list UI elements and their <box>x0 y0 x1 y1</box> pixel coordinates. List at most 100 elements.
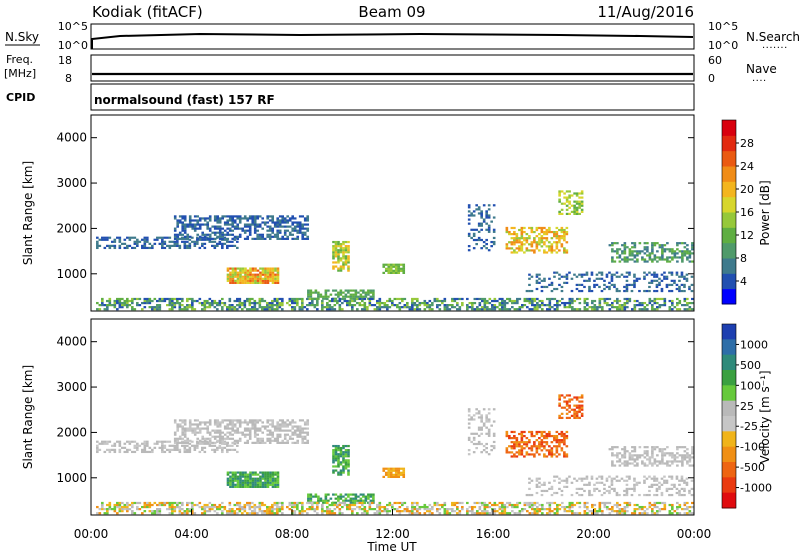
velocity-cell <box>286 425 290 428</box>
power-cell <box>566 306 569 309</box>
power-ylabel: Slant Range [km] <box>21 161 35 265</box>
power-cell <box>670 283 674 287</box>
power-cell <box>540 285 544 289</box>
power-cell <box>291 297 294 301</box>
velocity-cell <box>618 458 622 461</box>
velocity-cell <box>646 454 649 457</box>
power-cell <box>271 281 275 284</box>
power-cell <box>231 269 235 272</box>
power-cell <box>535 235 539 238</box>
velocity-cell <box>348 503 352 507</box>
velocity-cell <box>268 439 272 442</box>
power-cell <box>338 299 342 303</box>
power-cell <box>618 308 622 311</box>
velocity-cell <box>608 448 612 451</box>
power-cell <box>560 289 564 293</box>
power-cell <box>153 306 157 309</box>
power-cell <box>178 244 182 248</box>
velocity-cell <box>402 471 406 474</box>
velocity-cell <box>426 510 429 513</box>
power-cell <box>568 196 571 199</box>
velocity-cell <box>643 462 647 465</box>
power-cell <box>608 281 611 284</box>
power-cell <box>126 244 129 248</box>
power-cell <box>261 279 265 282</box>
velocity-cell <box>193 429 197 432</box>
power-cell <box>161 299 164 303</box>
velocity-cell <box>266 471 270 474</box>
power-cell <box>357 291 360 294</box>
power-cell <box>397 265 401 268</box>
power-cell <box>623 308 627 311</box>
velocity-cell <box>616 501 619 505</box>
power-cell <box>273 225 277 228</box>
power-cell <box>573 208 576 211</box>
velocity-cell <box>269 475 272 478</box>
velocity-cell <box>332 444 335 448</box>
velocity-cell <box>565 416 569 420</box>
power-cell <box>303 233 307 236</box>
velocity-cell <box>403 501 407 505</box>
power-cell <box>251 308 254 311</box>
velocity-cell <box>131 510 134 513</box>
power-cell <box>261 299 264 303</box>
power-cell <box>146 236 149 239</box>
velocity-cell <box>221 450 224 454</box>
velocity-cell <box>218 439 222 442</box>
power-cell <box>218 227 222 230</box>
power-cell <box>369 289 373 292</box>
velocity-cell <box>661 501 664 505</box>
velocity-cell <box>234 477 237 480</box>
velocity-cell <box>321 503 324 507</box>
velocity-cell <box>688 505 692 509</box>
velocity-cell <box>608 508 612 511</box>
velocity-cell <box>98 508 102 511</box>
velocity-cell <box>601 512 604 515</box>
power-cell <box>550 245 554 248</box>
velocity-cell <box>535 477 539 480</box>
velocity-cell <box>271 475 275 478</box>
power-cell <box>221 217 225 220</box>
power-cell <box>351 306 354 309</box>
velocity-cell <box>625 479 629 482</box>
velocity-cell <box>493 510 497 513</box>
power-cell <box>520 226 524 230</box>
power-cell <box>236 235 240 238</box>
power-cell <box>249 271 252 274</box>
power-cell <box>468 306 472 309</box>
velocity-cell <box>676 505 679 509</box>
velocity-cell <box>558 414 561 417</box>
power-cell <box>356 297 359 301</box>
velocity-cell <box>530 432 534 436</box>
velocity-cell <box>573 408 576 411</box>
power-cell <box>241 301 244 305</box>
velocity-cell <box>342 446 345 450</box>
velocity-cell <box>238 421 242 424</box>
velocity-cell <box>201 442 204 445</box>
velocity-cell <box>338 501 342 505</box>
velocity-cell <box>324 499 328 502</box>
power-cell <box>428 308 432 311</box>
velocity-cell <box>578 406 581 409</box>
power-cell <box>173 306 177 309</box>
velocity-cell <box>332 493 335 496</box>
power-cell <box>238 217 242 220</box>
power-cell <box>248 227 252 230</box>
velocity-cell <box>243 421 247 424</box>
velocity-cell <box>261 437 265 440</box>
velocity-cell <box>246 473 250 476</box>
velocity-cell <box>496 510 499 513</box>
velocity-cell <box>505 449 509 452</box>
power-cell <box>188 217 192 220</box>
velocity-cell <box>251 419 255 422</box>
velocity-cell <box>218 423 222 426</box>
velocity-cell <box>274 473 277 476</box>
power-cell <box>655 273 659 276</box>
velocity-cell <box>332 455 335 458</box>
velocity-cell <box>683 450 687 453</box>
power-cell <box>246 297 249 301</box>
velocity-cell <box>281 441 285 444</box>
power-cell <box>332 265 335 268</box>
velocity-cell <box>236 479 240 482</box>
velocity-cell <box>258 505 262 509</box>
